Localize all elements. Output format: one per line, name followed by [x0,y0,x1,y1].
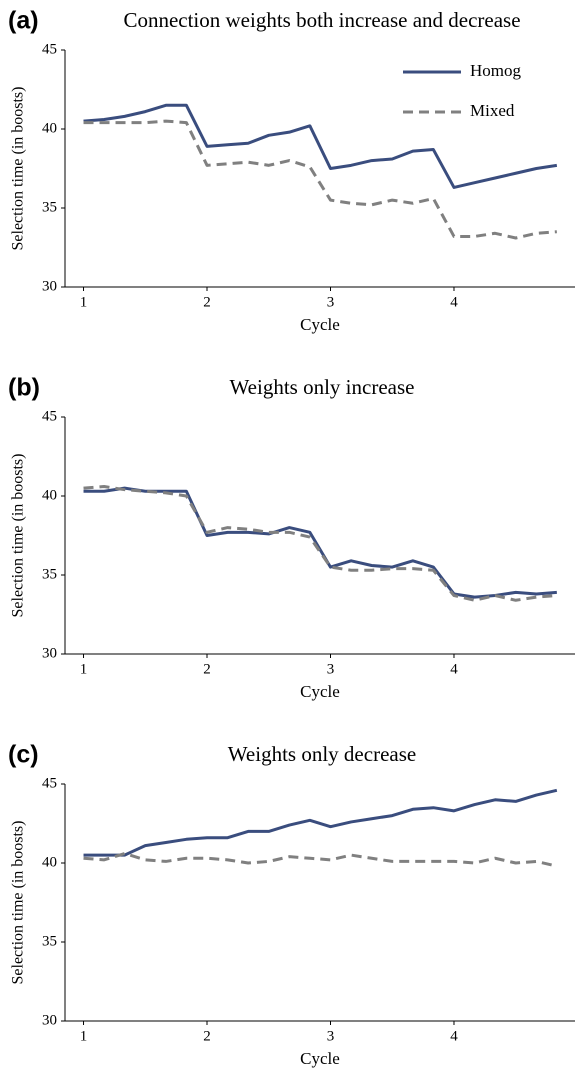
panel: (c) Weights only decrease 30 35 40 45 1 2 3 4 Cycl… [8,741,575,1068]
x-tick-label: 3 [327,294,335,310]
y-tick-label: 35 [42,199,57,215]
legend-label: Mixed [470,101,515,120]
y-tick-label: 40 [42,120,57,136]
series-line [83,103,558,189]
y-tick-label: 35 [42,566,57,582]
y-tick-label: 45 [42,408,57,424]
chart-title: Weights only increase [230,375,415,399]
y-tick-label: 40 [42,487,57,503]
x-tick-label: 2 [203,294,211,310]
y-axis-label: Selection time (in boosts) [10,87,27,251]
x-tick-label: 1 [80,294,88,310]
x-tick-label: 1 [80,1028,88,1044]
x-tick-label: 2 [203,1028,211,1044]
y-axis-label: Selection time (in boosts) [10,454,27,618]
x-axis-label: Cycle [300,682,340,701]
y-axis-label: Selection time (in boosts) [10,821,27,985]
series-line [83,788,558,857]
y-tick-label: 35 [42,933,57,949]
y-tick-label: 30 [42,645,57,661]
x-axis-label: Cycle [300,1049,340,1068]
x-tick-label: 4 [450,294,458,310]
panel: (b) Weights only increase 30 35 40 45 1 2 3 4 Cycl… [8,374,575,701]
y-tick-label: 45 [42,775,57,791]
series-line [83,852,558,868]
series-line [83,119,557,240]
panel-label: (a) [8,7,39,35]
series-line [83,486,557,599]
panel-label: (c) [8,741,39,769]
panel: (a) Connection weights both increase and … [8,7,575,334]
x-tick-label: 4 [450,661,458,677]
x-axis-label: Cycle [300,315,340,334]
legend-label: Homog [470,61,522,80]
x-tick-label: 3 [327,1028,335,1044]
x-tick-label: 1 [80,661,88,677]
panel-label: (b) [8,374,40,402]
y-tick-label: 40 [42,854,57,870]
x-tick-label: 3 [327,661,335,677]
y-tick-label: 30 [42,278,57,294]
x-tick-label: 2 [203,661,211,677]
y-tick-label: 45 [42,41,57,57]
x-tick-label: 4 [450,1028,458,1044]
chart-title: Connection weights both increase and dec… [123,8,520,32]
chart-title: Weights only decrease [228,742,416,766]
y-tick-label: 30 [42,1012,57,1028]
series-line [83,485,557,602]
